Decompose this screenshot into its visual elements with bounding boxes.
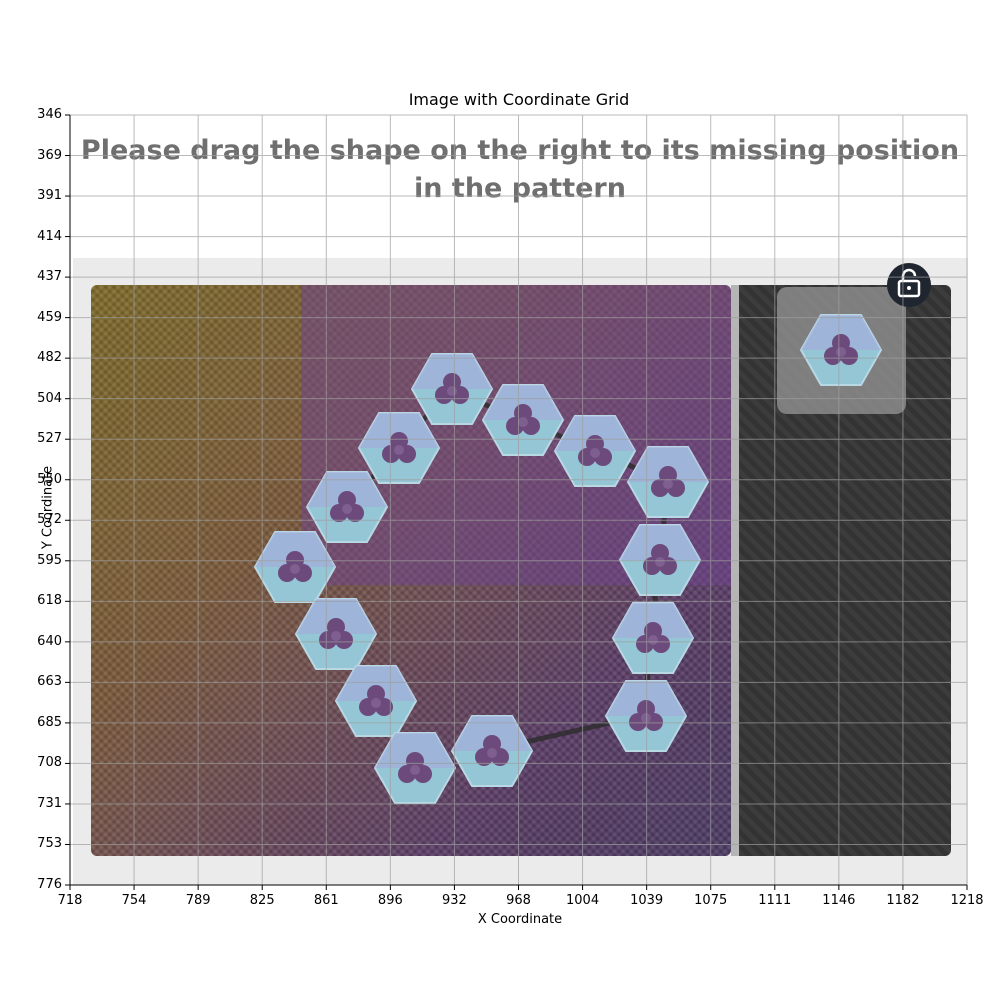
y-tick-label: 572 (37, 512, 62, 528)
x-tick-label: 1075 (694, 893, 728, 908)
x-tick-label: 896 (377, 893, 403, 908)
y-tick-label: 618 (37, 593, 62, 609)
y-tick-label: 346 (37, 107, 62, 122)
y-tick-label: 776 (37, 877, 62, 892)
hexagon-trefoil-icon (627, 446, 709, 518)
x-tick-label: 1182 (886, 893, 920, 908)
x-tick-label: 968 (506, 893, 531, 908)
y-tick-label: 708 (37, 755, 62, 771)
y-tick-label: 414 (37, 228, 62, 244)
hexagon-pattern (254, 353, 709, 804)
y-tick-label: 753 (37, 836, 62, 852)
hexagon-trefoil-icon (374, 732, 456, 804)
hexagon-trefoil-icon (358, 412, 440, 484)
x-tick-label: 1218 (950, 893, 984, 908)
y-tick-label: 482 (37, 350, 62, 366)
captcha-instruction: Please drag the shape on the right to it… (80, 135, 960, 204)
hexagon-trefoil-icon (451, 715, 533, 787)
y-axis-label: Y Coordinate (40, 465, 56, 550)
lock-icon[interactable] (887, 263, 931, 307)
y-tick-label: 663 (37, 674, 62, 690)
y-tick-label: 731 (37, 795, 62, 811)
hexagon-trefoil-icon (335, 665, 417, 737)
hexagon-trefoil-icon (619, 524, 701, 596)
y-tick-label: 504 (37, 390, 62, 406)
y-tick-label: 369 (37, 147, 62, 163)
y-tick-label: 685 (37, 714, 62, 730)
y-tick-label: 391 (37, 188, 62, 204)
tick-marks (65, 114, 968, 890)
divider-bar (731, 285, 739, 856)
x-tick-label: 1111 (758, 893, 792, 908)
hexagon-trefoil-icon (612, 602, 694, 674)
x-tick-label: 1004 (566, 893, 600, 908)
x-tick-label: 1039 (630, 893, 664, 908)
draggable-hexagon-piece[interactable] (800, 314, 882, 386)
hexagon-trefoil-icon (254, 531, 336, 603)
x-tick-label: 1146 (822, 893, 856, 908)
hexagon-trefoil-icon (605, 680, 687, 752)
x-tick-label: 754 (121, 893, 147, 908)
hexagon-trefoil-icon (482, 384, 564, 456)
y-tick-label: 527 (37, 431, 62, 447)
hexagon-trefoil-icon (411, 353, 493, 425)
y-tick-label: 437 (37, 269, 62, 285)
hexagon-trefoil-icon (554, 415, 636, 487)
hexagon-trefoil-icon (295, 598, 377, 670)
chart-title: Image with Coordinate Grid (408, 90, 630, 109)
coordinate-grid (69, 114, 968, 886)
x-tick-label: 932 (442, 893, 467, 908)
y-tick-label: 640 (37, 633, 62, 649)
x-tick-label: 825 (249, 893, 275, 908)
y-tick-label: 459 (37, 309, 62, 325)
x-tick-label: 861 (313, 893, 339, 908)
y-tick-label: 595 (37, 552, 62, 568)
x-tick-label: 789 (185, 893, 211, 908)
hexagon-trefoil-icon (306, 471, 388, 543)
x-tick-label: 718 (57, 893, 83, 908)
y-tick-label: 550 (37, 471, 62, 487)
x-axis-label: X Coordinate (477, 912, 563, 927)
